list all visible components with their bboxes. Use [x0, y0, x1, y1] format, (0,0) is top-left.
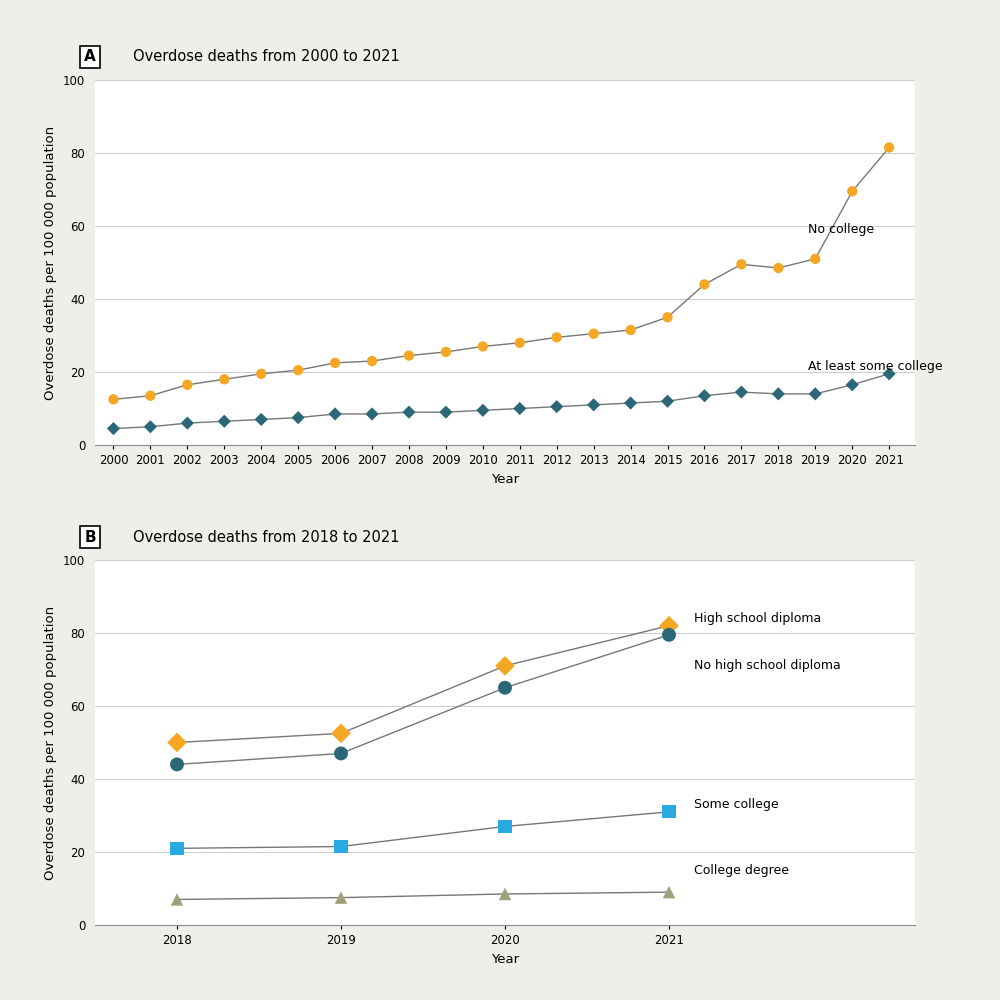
Point — [586, 326, 602, 342]
Y-axis label: Overdose deaths per 100 000 population: Overdose deaths per 100 000 population — [44, 605, 57, 880]
Point — [549, 329, 565, 345]
Point — [333, 725, 349, 741]
Point — [497, 818, 513, 834]
Point — [142, 388, 158, 404]
Point — [623, 322, 639, 338]
Point — [364, 406, 380, 422]
Text: A: A — [84, 49, 96, 64]
Point — [169, 756, 185, 772]
Point — [733, 256, 749, 272]
Point — [807, 251, 823, 267]
Point — [660, 309, 676, 325]
Point — [881, 366, 897, 382]
Point — [549, 399, 565, 415]
Point — [401, 404, 417, 420]
Point — [661, 618, 677, 634]
Point — [807, 386, 823, 402]
Point — [401, 348, 417, 364]
Point — [623, 395, 639, 411]
Text: No college: No college — [808, 223, 874, 236]
Point — [497, 680, 513, 696]
Point — [105, 421, 121, 437]
Point — [290, 362, 306, 378]
Point — [770, 260, 786, 276]
Text: Overdose deaths from 2018 to 2021: Overdose deaths from 2018 to 2021 — [133, 530, 400, 544]
Point — [881, 140, 897, 156]
Point — [327, 355, 343, 371]
Point — [660, 393, 676, 409]
Point — [438, 344, 454, 360]
Point — [661, 627, 677, 643]
Point — [661, 884, 677, 900]
X-axis label: Year: Year — [491, 473, 519, 486]
Text: Some college: Some college — [694, 798, 778, 811]
Point — [169, 734, 185, 750]
Point — [169, 891, 185, 907]
Point — [290, 410, 306, 426]
Point — [333, 745, 349, 761]
Y-axis label: Overdose deaths per 100 000 population: Overdose deaths per 100 000 population — [44, 125, 57, 400]
Point — [438, 404, 454, 420]
Text: At least some college: At least some college — [808, 360, 943, 373]
Point — [497, 658, 513, 674]
Point — [216, 413, 232, 429]
Point — [216, 371, 232, 387]
Point — [844, 377, 860, 393]
Point — [512, 335, 528, 351]
Point — [364, 353, 380, 369]
Point — [253, 411, 269, 427]
Point — [770, 386, 786, 402]
X-axis label: Year: Year — [491, 953, 519, 966]
Point — [512, 400, 528, 416]
Text: College degree: College degree — [694, 864, 789, 877]
Text: No high school diploma: No high school diploma — [694, 659, 840, 672]
Point — [327, 406, 343, 422]
Text: High school diploma: High school diploma — [694, 612, 821, 625]
Point — [142, 419, 158, 435]
Text: B: B — [84, 530, 96, 544]
Point — [733, 384, 749, 400]
Point — [253, 366, 269, 382]
Text: Overdose deaths from 2000 to 2021: Overdose deaths from 2000 to 2021 — [133, 49, 400, 64]
Point — [661, 804, 677, 820]
Point — [179, 415, 195, 431]
Point — [475, 338, 491, 354]
Point — [169, 840, 185, 856]
Point — [696, 388, 712, 404]
Point — [179, 377, 195, 393]
Point — [333, 839, 349, 855]
Point — [696, 276, 712, 292]
Point — [586, 397, 602, 413]
Point — [844, 183, 860, 199]
Point — [497, 886, 513, 902]
Point — [105, 391, 121, 407]
Point — [333, 890, 349, 906]
Point — [475, 402, 491, 418]
